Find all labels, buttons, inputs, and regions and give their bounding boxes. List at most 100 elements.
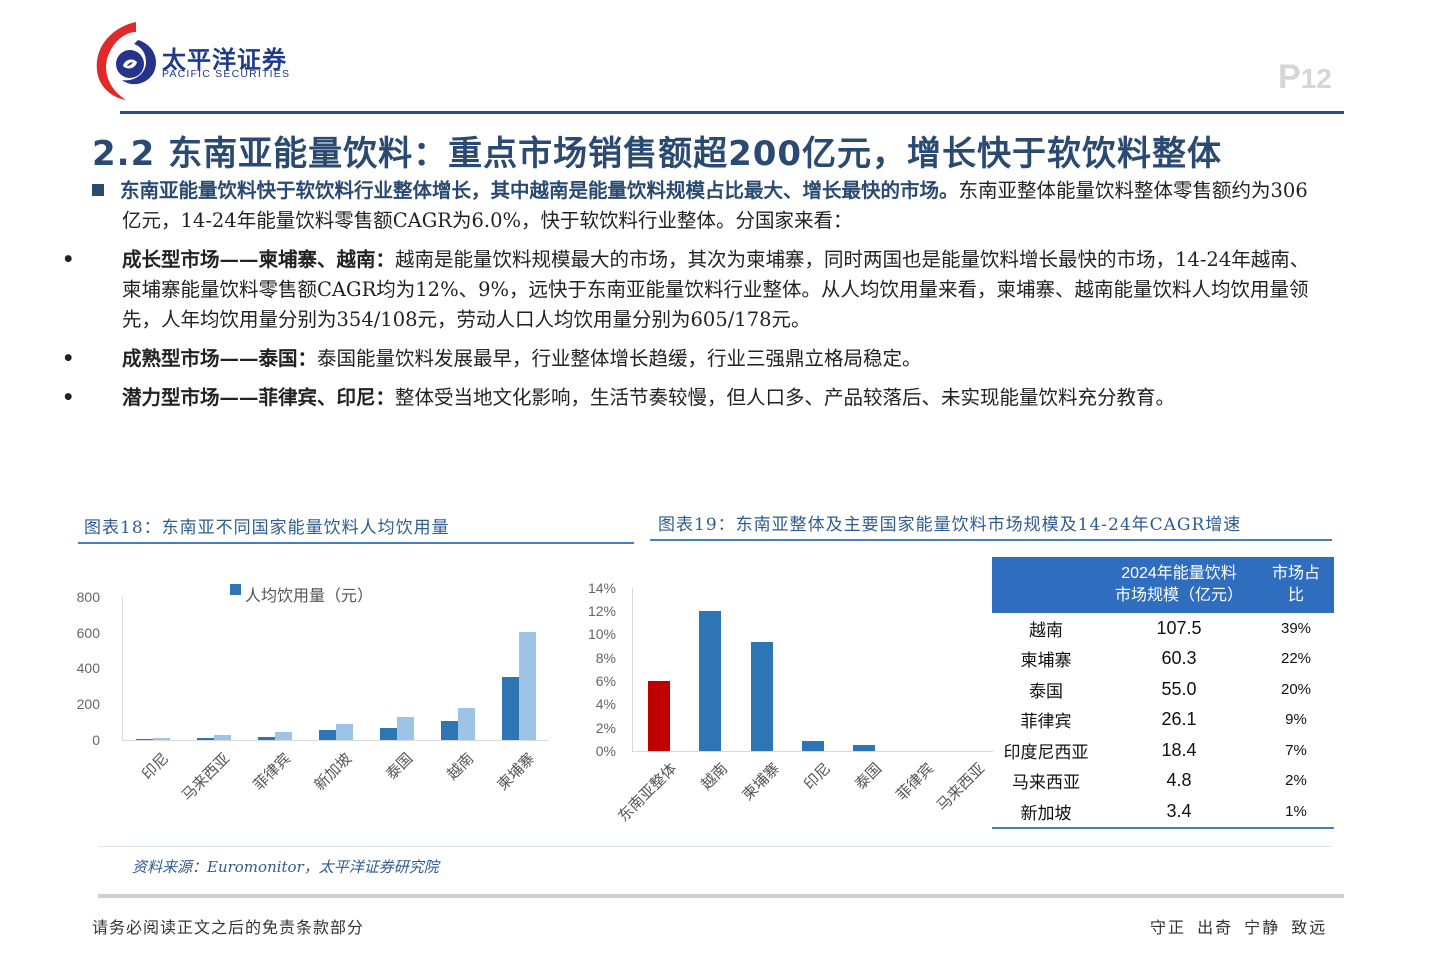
page-number-value: 12 (1300, 63, 1332, 94)
square-bullet-icon (92, 183, 104, 196)
bar-per-capita (319, 730, 336, 740)
bar-cagr (802, 740, 824, 751)
table-cell-size: 3.4 (1166, 800, 1192, 821)
table-row: 印度尼西亚 18.4 7% (992, 735, 1334, 766)
bullet-heading: 潜力型市场——菲律宾、印尼： (122, 386, 396, 409)
source-note: 资料来源：Euromonitor，太平洋证券研究院 (132, 858, 439, 876)
bar-per-capita (258, 736, 276, 740)
x-tick-label: 菲律宾 (249, 749, 295, 794)
figure-19-rule (650, 539, 1332, 541)
table-cell-share: 1% (1285, 802, 1307, 820)
chart-19-x-axis: 东南亚整体 越南 柬埔寨 印尼 泰国 菲律宾 马来西亚 (614, 758, 992, 848)
footer-divider (98, 894, 1344, 898)
table-cell-country: 柬埔寨 (1020, 651, 1072, 671)
table-cell-share: 7% (1285, 741, 1307, 759)
bar-cagr (750, 641, 773, 751)
bullet-text: 泰国能量饮料发展最早，行业整体增长趋缓，行业三强鼎立格局稳定。 (317, 347, 922, 370)
bar-labor-per-capita (396, 716, 414, 740)
table-cell-share: 20% (1280, 680, 1312, 698)
table-row: 越南 107.5 39% (992, 613, 1334, 644)
logo-text-en: PACIFIC SECURITIES (162, 68, 291, 80)
bar-per-capita (501, 676, 519, 740)
y-tick: 10% (587, 626, 616, 642)
bullet-dot-icon: • (62, 347, 75, 370)
x-tick-label: 菲律宾 (892, 759, 938, 804)
bullet-list: • 成长型市场——柬埔寨、越南：越南是能量饮料规模最大的市场，其次为柬埔寨，同时两… (62, 245, 1322, 413)
table-header-country (992, 557, 1100, 613)
lead-highlight: 东南亚能量饮料快于软饮料行业整体增长，其中越南是能量饮料规模占比最大、增长最快的… (120, 179, 959, 202)
table-cell-country: 新加坡 (1020, 803, 1072, 823)
figure-18-rule (78, 542, 634, 544)
y-tick: 800 (76, 589, 100, 605)
chart-18-plot (122, 597, 549, 741)
table-cell-share: 22% (1280, 650, 1312, 668)
bullet-text: 越南是能量饮料规模最大的市场，其次为柬埔寨，同时两国也是能量饮料增长最快的市场，… (122, 248, 1310, 331)
table-cell-size: 55.0 (1161, 678, 1197, 699)
figure-19-title: 图表19：东南亚整体及主要国家能量饮料市场规模及14-24年CAGR增速 (658, 515, 1242, 535)
bar-per-capita (136, 739, 154, 740)
bar-labor-per-capita (275, 731, 293, 740)
bar-labor-per-capita (518, 631, 536, 740)
bar-labor-per-capita (336, 724, 353, 740)
y-tick: 400 (76, 660, 100, 676)
y-tick: 4% (595, 696, 616, 712)
bar-per-capita (440, 720, 458, 740)
x-tick-label: 越南 (697, 759, 732, 794)
chart-19-plot (632, 588, 993, 752)
header-divider (120, 111, 1344, 114)
page-number: P12 (1278, 58, 1332, 97)
bullet-item-potential: • 潜力型市场——菲律宾、印尼：整体受当地文化影响，生活节奏较慢，但人口多、产品较… (62, 383, 1322, 413)
bullet-dot-icon: • (62, 386, 75, 409)
bullet-item-growth: • 成长型市场——柬埔寨、越南：越南是能量饮料规模最大的市场，其次为柬埔寨，同时两… (62, 245, 1322, 335)
table-row: 菲律宾 26.1 9% (992, 705, 1334, 736)
x-tick-label: 马来西亚 (178, 749, 234, 805)
company-motto: 守正 出奇 宁静 致远 (1150, 918, 1328, 937)
logo-text-cn: 太平洋证券 (162, 46, 287, 74)
y-tick: 0 (92, 732, 100, 748)
table-header-row: 2024年能量饮料 市场规模（亿元） 市场占比 (992, 557, 1334, 613)
bar-per-capita (379, 727, 397, 740)
bar-cagr (647, 681, 670, 751)
market-size-table: 2024年能量饮料 市场规模（亿元） 市场占比 越南 107.5 39% 柬埔寨 60.3… (992, 557, 1334, 829)
y-tick: 2% (595, 720, 616, 736)
table-cell-size: 60.3 (1161, 648, 1197, 669)
x-tick-label: 泰国 (382, 749, 417, 784)
bullet-dot-icon: • (62, 248, 75, 271)
y-tick: 12% (587, 603, 616, 619)
table-cell-share: 2% (1285, 772, 1307, 790)
lead-paragraph: 东南亚能量饮料快于软饮料行业整体增长，其中越南是能量饮料规模占比最大、增长最快的… (92, 176, 1322, 236)
page-title: 2.2 东南亚能量饮料：重点市场销售额超200亿元，增长快于软饮料整体 (92, 134, 1223, 174)
x-tick-label: 泰国 (851, 759, 886, 794)
table-cell-country: 印度尼西亚 (1003, 742, 1089, 762)
table-cell-country: 泰国 (1029, 681, 1063, 701)
table-cell-size: 107.5 (1156, 617, 1202, 638)
lead-text: 东南亚整体能量饮料整体零售额约为306亿元，14-24年能量饮料零售额CAGR为… (122, 179, 1308, 232)
table-header-share: 市场占比 (1258, 557, 1334, 613)
legend-swatch-icon (230, 584, 241, 595)
bar-cagr (699, 611, 722, 751)
y-tick: 0% (595, 743, 616, 759)
figure-18-title: 图表18：东南亚不同国家能量饮料人均饮用量 (84, 518, 450, 538)
table-cell-country: 菲律宾 (1020, 712, 1072, 732)
y-tick: 200 (76, 696, 100, 712)
market-size-table-wrap: 2024年能量饮料 市场规模（亿元） 市场占比 越南 107.5 39% 柬埔寨 60.3… (992, 557, 1334, 829)
page-prefix: P (1278, 58, 1301, 96)
bar-labor-per-capita (153, 738, 171, 740)
logo-mark-icon (96, 22, 157, 100)
company-logo (88, 18, 298, 100)
bar-labor-per-capita (457, 708, 475, 740)
bullet-heading: 成熟型市场——泰国： (122, 347, 318, 370)
bar-labor-per-capita (214, 735, 232, 740)
table-cell-size: 4.8 (1166, 770, 1192, 791)
legend-label: 人均饮用量（元） (245, 588, 374, 605)
disclaimer-note: 请务必阅读正文之后的免责条款部分 (92, 918, 365, 937)
bar-per-capita (197, 738, 215, 740)
x-tick-label: 印尼 (138, 749, 173, 784)
bullet-heading: 成长型市场——柬埔寨、越南： (122, 248, 396, 271)
chart-18-legend: 人均饮用量（元） (230, 582, 373, 606)
table-cell-size: 26.1 (1161, 709, 1197, 730)
table-cell-size: 18.4 (1161, 739, 1197, 760)
x-tick-label: 印尼 (800, 759, 835, 794)
table-cell-share: 9% (1285, 711, 1307, 729)
chart-18-x-axis: 印尼 马来西亚 菲律宾 新加坡 泰国 越南 柬埔寨 (122, 748, 548, 818)
